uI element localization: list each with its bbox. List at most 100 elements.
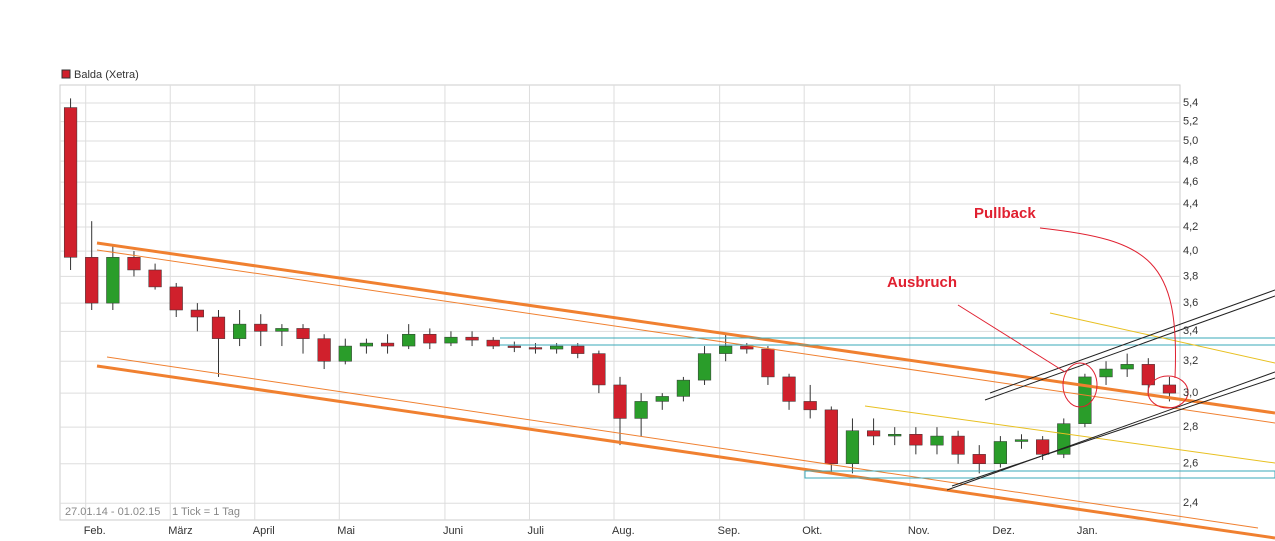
candle-body <box>275 328 289 332</box>
candle-body <box>296 328 310 339</box>
candle-body <box>106 257 120 304</box>
candle-body <box>888 434 902 437</box>
y-tick-label: 3,8 <box>1183 270 1198 282</box>
annotation: Ausbruch <box>887 274 957 291</box>
candle-body <box>528 347 543 350</box>
candle-body <box>613 384 627 419</box>
candle-body <box>380 342 395 347</box>
candle-body <box>444 336 458 344</box>
y-tick-label: 3,2 <box>1183 355 1198 367</box>
candle-body <box>782 376 796 402</box>
candle-body <box>866 430 881 437</box>
candles <box>63 98 1177 474</box>
x-tick-label: Juli <box>527 525 544 537</box>
candle-body <box>190 309 204 318</box>
channel-line <box>984 295 1275 401</box>
legend-swatch <box>61 69 71 79</box>
x-tick-label: Nov. <box>908 525 930 537</box>
x-tick-label: April <box>253 525 275 537</box>
y-tick-label: 4,2 <box>1183 221 1198 233</box>
candle-body <box>1014 439 1029 442</box>
candle-body <box>148 269 162 288</box>
y-tick-label: 3,6 <box>1183 297 1198 309</box>
candle-body <box>719 345 733 354</box>
candle-body <box>845 430 860 465</box>
channel-line <box>946 371 1275 491</box>
candle-body <box>740 345 754 350</box>
candle-body <box>803 401 817 411</box>
candle-body <box>211 316 226 339</box>
candle-body <box>592 353 606 386</box>
y-tick-label: 4,8 <box>1183 155 1198 167</box>
channel-line <box>1049 312 1275 364</box>
x-tick-label: Jan. <box>1077 525 1098 537</box>
candle-body <box>359 342 374 347</box>
candle-body <box>676 379 690 397</box>
x-tick-label: Okt. <box>802 525 822 537</box>
tick-note: 1 Tick = 1 Tag <box>172 506 240 518</box>
channel-line <box>951 377 1275 487</box>
trend-lines <box>96 227 1275 540</box>
candle-body <box>1120 364 1134 370</box>
candle-body <box>571 345 585 354</box>
highlight-circle <box>1147 375 1189 409</box>
candle-body <box>655 396 669 402</box>
x-tick-label: Aug. <box>612 525 635 537</box>
channel-line <box>989 289 1275 394</box>
y-tick-label: 5,4 <box>1183 97 1198 109</box>
candle-body <box>550 345 564 350</box>
y-tick-label: 4,4 <box>1183 198 1198 210</box>
candle-body <box>930 435 944 446</box>
candle-body <box>63 107 78 258</box>
x-tick-label: Sep. <box>718 525 741 537</box>
candle-body <box>1078 376 1092 424</box>
candle-body <box>634 401 648 419</box>
date-range: 27.01.14 - 01.02.15 <box>65 506 160 518</box>
y-tick-label: 5,2 <box>1183 115 1198 127</box>
legend-label: Balda (Xetra) <box>74 69 139 81</box>
grid <box>60 85 1180 520</box>
x-tick-label: Juni <box>443 525 463 537</box>
annotation-arrow <box>957 304 1066 373</box>
candle-body <box>1036 439 1050 455</box>
plot-frame <box>59 84 1181 521</box>
channel-line <box>864 405 1275 464</box>
annotation: Pullback <box>974 205 1036 222</box>
candle-body <box>697 353 712 381</box>
support-zone <box>804 470 1275 479</box>
candle-body <box>233 323 247 339</box>
candle-body <box>169 286 183 311</box>
y-tick-label: 2,6 <box>1183 458 1198 470</box>
trend-line <box>96 364 1275 540</box>
y-tick-label: 4,6 <box>1183 176 1198 188</box>
candle-body <box>1141 364 1155 386</box>
y-tick-label: 3,4 <box>1183 325 1198 337</box>
candle-body <box>1162 384 1177 394</box>
candle-body <box>127 257 141 271</box>
candle-body <box>402 333 416 347</box>
trend-line <box>106 356 1259 529</box>
trend-line <box>96 249 1275 424</box>
annotation-arrow <box>1039 227 1177 379</box>
highlight-circle <box>1062 362 1098 408</box>
candle-body <box>993 441 1007 465</box>
candle-body <box>338 345 352 362</box>
candle-body <box>909 434 923 446</box>
y-tick-label: 2,8 <box>1183 421 1198 433</box>
y-tick-label: 4,0 <box>1183 245 1198 257</box>
candle-body <box>423 333 437 344</box>
candle-body <box>951 435 965 455</box>
candle-body <box>507 345 521 348</box>
candle-body <box>824 409 838 465</box>
candle-body <box>972 454 986 465</box>
candle-body <box>761 348 775 378</box>
candle-body <box>486 339 500 347</box>
candle-body <box>254 323 268 332</box>
candle-body <box>465 336 479 341</box>
x-tick-label: Dez. <box>992 525 1015 537</box>
candle-body <box>85 257 99 304</box>
trend-line <box>96 241 1275 415</box>
y-tick-label: 2,4 <box>1183 497 1198 509</box>
x-tick-label: März <box>168 525 192 537</box>
